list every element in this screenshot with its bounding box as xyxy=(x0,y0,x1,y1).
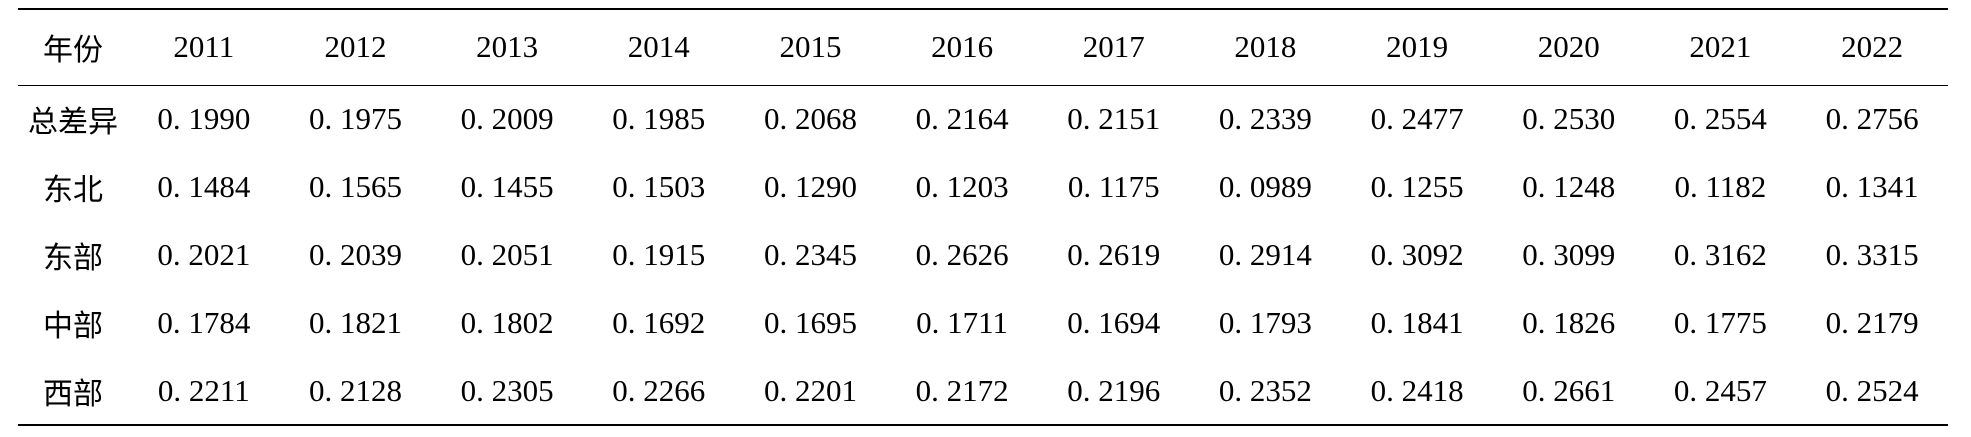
table-cell: 0. 1565 xyxy=(308,169,402,204)
table-cell: 0. 1503 xyxy=(612,169,706,204)
header-row: 年份 2011 2012 2013 2014 2015 2016 2017 2018 2019 2… xyxy=(18,8,1948,86)
table-cell: 0. 2524 xyxy=(1796,357,1948,426)
table-cell: 0. 0989 xyxy=(1218,169,1312,204)
row-label: 中部 xyxy=(43,309,103,344)
table-cell: 0. 2196 xyxy=(1037,357,1190,426)
table-cell: 0. 1826 xyxy=(1522,305,1616,340)
table-cell: 0. 2051 xyxy=(460,237,554,272)
table-cell: 0. 2068 xyxy=(763,101,857,137)
table-cell: 0. 3162 xyxy=(1673,237,1767,272)
header-year-2018: 2018 xyxy=(1189,8,1342,86)
row-label: 东部 xyxy=(43,241,103,276)
table-cell: 0. 1694 xyxy=(1067,305,1161,340)
table-cell: 0. 2305 xyxy=(431,357,583,426)
row-label: 总差异 xyxy=(28,105,118,141)
table-cell: 0. 1290 xyxy=(763,169,857,204)
header-label: 年份 xyxy=(18,8,128,86)
table-cell: 0. 2164 xyxy=(915,101,1009,137)
table-cell: 0. 1975 xyxy=(308,101,402,137)
table-cell: 0. 1985 xyxy=(612,101,706,137)
table-cell: 0. 1203 xyxy=(915,169,1009,204)
table-cell: 0. 2345 xyxy=(763,237,857,272)
table-cell: 0. 1841 xyxy=(1370,305,1464,340)
table-cell: 0. 2128 xyxy=(279,357,432,426)
table-cell: 0. 2039 xyxy=(308,237,402,272)
table-cell: 0. 1793 xyxy=(1218,305,1312,340)
table-cell: 0. 2021 xyxy=(157,237,251,272)
table-cell: 0. 1255 xyxy=(1370,169,1464,204)
row-label: 西部 xyxy=(18,357,128,426)
table-cell: 0. 1711 xyxy=(916,305,1009,340)
table-row: 东部 0. 2021 0. 2039 0. 2051 0. 1915 0. 2345 0. … xyxy=(18,221,1948,289)
table-cell: 0. 2009 xyxy=(460,101,554,137)
table-cell: 0. 2339 xyxy=(1218,101,1312,137)
table-cell: 0. 2352 xyxy=(1189,357,1342,426)
table-cell: 0. 3315 xyxy=(1825,237,1919,272)
header-year-2014: 2014 xyxy=(582,8,735,86)
header-year-2012: 2012 xyxy=(279,8,432,86)
header-year-2017: 2017 xyxy=(1037,8,1190,86)
table-cell: 0. 2172 xyxy=(886,357,1038,426)
table-cell: 0. 2179 xyxy=(1825,305,1919,340)
header-year-2015: 2015 xyxy=(734,8,887,86)
table-cell: 0. 1175 xyxy=(1067,169,1160,204)
header-year-2022: 2022 xyxy=(1796,8,1948,86)
header-year-2011: 2011 xyxy=(128,8,280,86)
table-cell: 0. 1341 xyxy=(1825,169,1919,204)
table-cell: 0. 2201 xyxy=(734,357,887,426)
row-label: 东北 xyxy=(43,173,103,208)
data-table: 年份 2011 2012 2013 2014 2015 2016 2017 2018 2019 2… xyxy=(18,8,1948,426)
table-cell: 0. 2530 xyxy=(1522,101,1616,137)
table-cell: 0. 1802 xyxy=(460,305,554,340)
table-body: 总差异 0. 1990 0. 1975 0. 2009 0. 1985 0. 2068 0.… xyxy=(18,85,1948,426)
table-cell: 0. 1990 xyxy=(157,101,251,137)
table-cell: 0. 1915 xyxy=(612,237,706,272)
table-cell: 0. 3092 xyxy=(1370,237,1464,272)
table-cell: 0. 1784 xyxy=(157,305,251,340)
table-cell: 0. 2266 xyxy=(582,357,735,426)
table-cell: 0. 1692 xyxy=(612,305,706,340)
table-header: 年份 2011 2012 2013 2014 2015 2016 2017 2018 2019 2… xyxy=(18,8,1948,86)
header-year-2016: 2016 xyxy=(886,8,1038,86)
table-cell: 0. 1484 xyxy=(157,169,251,204)
table-cell: 0. 1775 xyxy=(1673,305,1767,340)
table-cell: 0. 2756 xyxy=(1825,101,1919,137)
table-cell: 0. 1455 xyxy=(460,169,554,204)
table-cell: 0. 2661 xyxy=(1492,357,1645,426)
table-cell: 0. 2151 xyxy=(1067,101,1161,137)
table-cell: 0. 2477 xyxy=(1370,101,1464,137)
table-row: 中部 0. 1784 0. 1821 0. 1802 0. 1692 0. 1695 0. … xyxy=(18,289,1948,357)
table-cell: 0. 2626 xyxy=(915,237,1009,272)
table-row: 西部 0. 2211 0. 2128 0. 2305 0. 2266 0. 2201 0. … xyxy=(18,357,1948,426)
table-cell: 0. 2457 xyxy=(1644,357,1797,426)
table-cell: 0. 1248 xyxy=(1522,169,1616,204)
table-cell: 0. 2914 xyxy=(1218,237,1312,272)
table-row: 总差异 0. 1990 0. 1975 0. 2009 0. 1985 0. 2068 0.… xyxy=(18,85,1948,153)
header-year-2020: 2020 xyxy=(1492,8,1645,86)
header-year-2013: 2013 xyxy=(431,8,583,86)
table-cell: 0. 1821 xyxy=(308,305,402,340)
table-cell: 0. 2554 xyxy=(1673,101,1767,137)
table-cell: 0. 1695 xyxy=(763,305,857,340)
header-year-2019: 2019 xyxy=(1341,8,1493,86)
header-year-2021: 2021 xyxy=(1644,8,1797,86)
table-cell: 0. 3099 xyxy=(1522,237,1616,272)
table-cell: 0. 2418 xyxy=(1341,357,1493,426)
table-cell: 0. 1182 xyxy=(1674,169,1767,204)
table-row: 东北 0. 1484 0. 1565 0. 1455 0. 1503 0. 1290 0. … xyxy=(18,153,1948,221)
table-cell: 0. 2211 xyxy=(128,357,280,426)
table-cell: 0. 2619 xyxy=(1067,237,1161,272)
